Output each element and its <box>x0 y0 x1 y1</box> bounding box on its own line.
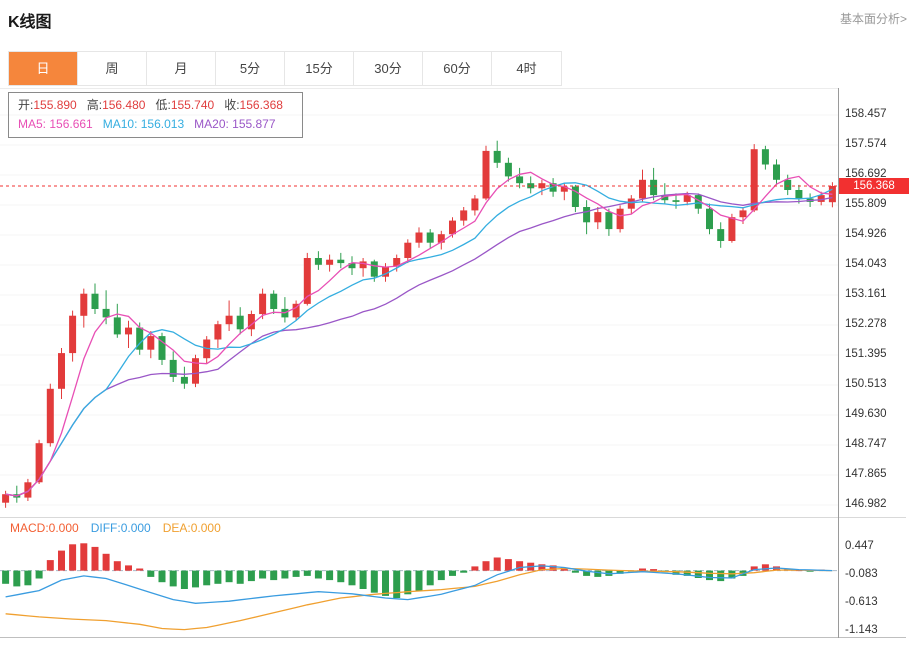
macd-axis-label: 0.447 <box>845 540 874 553</box>
panel-divider <box>0 517 906 518</box>
macd-axis-label: -0.083 <box>845 568 878 580</box>
high-value: 高:156.480 <box>86 98 146 112</box>
price-axis-label: 156.692 <box>845 167 887 180</box>
price-axis-label: 154.043 <box>845 257 887 270</box>
price-axis-label: 154.926 <box>845 227 887 240</box>
low-value: 低:155.740 <box>155 98 215 112</box>
ma-row: MA5: 156.661 MA10: 156.013 MA20: 155.877 <box>18 115 293 134</box>
macd-axis-label: -1.143 <box>845 623 878 636</box>
price-axis-label: 148.747 <box>845 438 887 451</box>
ma5-value: MA5: 156.661 <box>18 117 93 131</box>
chart-top-border <box>0 88 838 89</box>
price-axis-label: 151.395 <box>845 348 887 360</box>
tab-60min[interactable]: 60分 <box>423 52 492 85</box>
timeframe-tabs: 日周月 5分 15分 30分 60分 4时 <box>8 51 562 86</box>
fundamental-analysis-link[interactable]: 基本面分析> <box>839 12 907 26</box>
candlestick-chart[interactable] <box>0 88 838 518</box>
price-axis: 156.368 158.457 157.574 156.692 155.809 154.… <box>838 88 914 638</box>
price-axis-label: 150.513 <box>845 377 887 390</box>
page-title: K线图 <box>8 14 52 31</box>
open-value: 开:155.890 <box>18 98 77 112</box>
tab-month[interactable]: 月 <box>147 52 216 85</box>
price-axis-label: 147.865 <box>845 468 887 480</box>
tab-week[interactable]: 周 <box>78 52 147 85</box>
ma20-value: MA20: 155.877 <box>194 117 276 131</box>
price-axis-label: 155.809 <box>845 197 887 210</box>
price-axis-label: 153.161 <box>845 287 887 300</box>
macd-chart[interactable] <box>0 518 838 638</box>
tab-30min[interactable]: 30分 <box>354 52 423 85</box>
price-axis-label: 157.574 <box>845 137 887 150</box>
price-axis-label: 146.982 <box>845 498 887 510</box>
tab-15min[interactable]: 15分 <box>285 52 354 85</box>
macd-value: MACD:0.000 <box>10 521 79 535</box>
price-axis-label: 158.457 <box>845 107 887 120</box>
tab-4hour[interactable]: 4时 <box>492 52 561 85</box>
ma10-value: MA10: 156.013 <box>102 117 185 131</box>
price-axis-label: 152.278 <box>845 317 887 330</box>
tab-5min[interactable]: 5分 <box>216 52 285 85</box>
macd-axis-label: -0.613 <box>845 595 878 608</box>
close-value: 收:156.368 <box>224 98 283 112</box>
chart-bottom-border <box>0 637 906 638</box>
ohlc-ma-panel: 开:155.890 高:156.480 低:155.740 收:156.368 MA5… <box>8 92 303 138</box>
macd-info-row: MACD:0.000 DIFF:0.000 DEA:0.000 <box>10 521 233 535</box>
tab-day[interactable]: 日 <box>9 52 78 85</box>
dea-value: DEA:0.000 <box>162 521 221 535</box>
diff-value: DIFF:0.000 <box>90 521 151 535</box>
current-price-badge: 156.368 <box>839 177 909 194</box>
price-axis-label: 149.630 <box>845 408 887 420</box>
ohlc-row: 开:155.890 高:156.480 低:155.740 收:156.368 <box>18 96 293 115</box>
